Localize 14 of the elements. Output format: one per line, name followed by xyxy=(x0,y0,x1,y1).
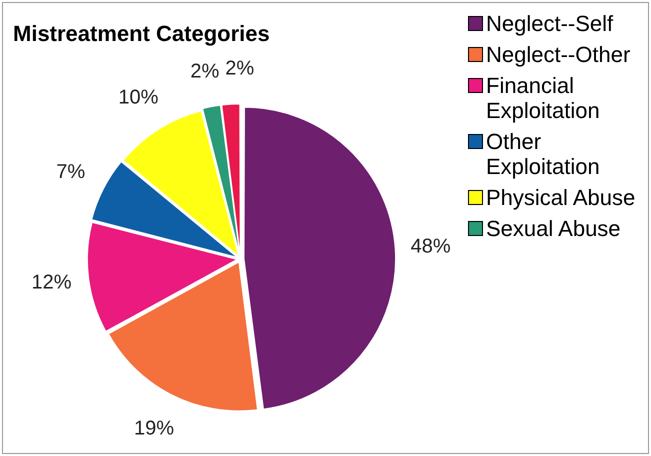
data-label: 48% xyxy=(410,236,451,258)
legend-label: Neglect--Self xyxy=(486,11,614,36)
data-label: 2% xyxy=(190,60,220,82)
legend-label: Other Exploitation xyxy=(486,129,601,179)
data-label: 10% xyxy=(118,86,159,109)
data-label: 12% xyxy=(31,271,72,294)
data-label: 2% xyxy=(225,57,254,80)
legend-label: Financial Exploitation xyxy=(486,73,601,123)
legend-label: Sexual Abuse xyxy=(486,216,622,241)
legend-label: Physical Abuse xyxy=(486,185,636,210)
data-label: 19% xyxy=(134,417,174,440)
legend-label: Neglect--Other xyxy=(486,42,632,67)
data-label: 7% xyxy=(56,161,86,184)
chart-title: Mistreatment Categories xyxy=(13,21,270,47)
